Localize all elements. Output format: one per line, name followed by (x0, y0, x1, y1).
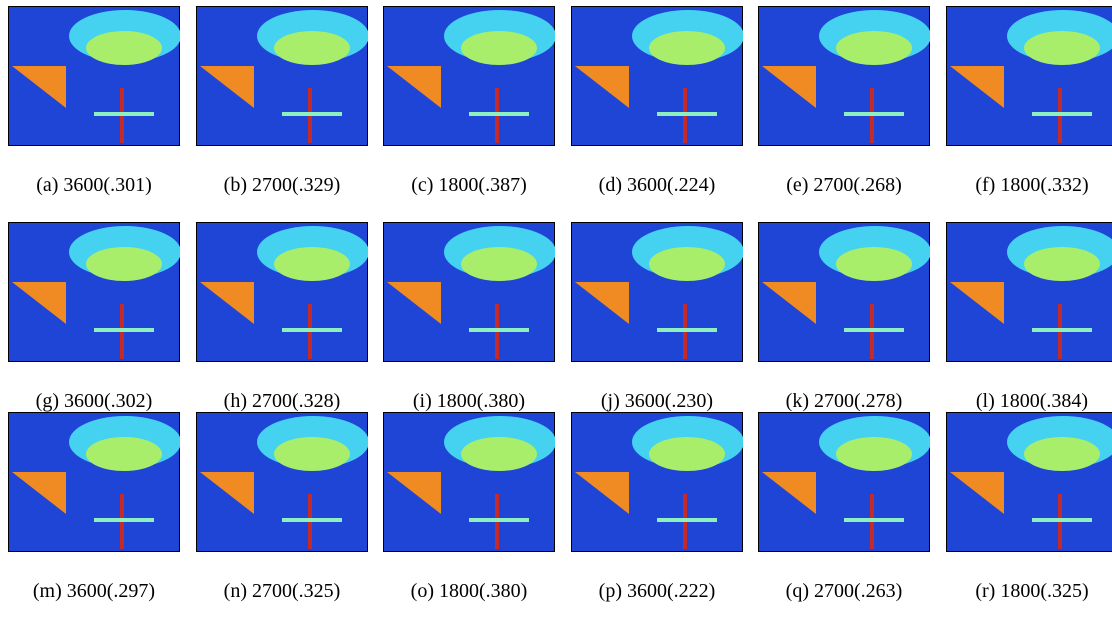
heatmap-image (8, 412, 180, 552)
image (383, 222, 555, 362)
image (196, 6, 368, 146)
panel: (i) 1800(.380) (381, 222, 557, 413)
heatmap-image (946, 6, 1112, 146)
image (383, 412, 555, 552)
caption: (l) 1800(.384) (944, 390, 1112, 413)
panel: (k) 2700(.278) (756, 222, 932, 413)
caption: (b) 2700(.329) (194, 174, 370, 197)
heatmap-image (758, 6, 930, 146)
heatmap-image (758, 222, 930, 362)
caption: (c) 1800(.387) (381, 174, 557, 197)
image (571, 412, 743, 552)
heatmap-image (571, 412, 743, 552)
caption: (r) 1800(.325) (944, 580, 1112, 603)
caption: (k) 2700(.278) (756, 390, 932, 413)
heatmap-image (758, 412, 930, 552)
heatmap-image (946, 222, 1112, 362)
panel: (n) 2700(.325) (194, 412, 370, 603)
heatmap-image (571, 222, 743, 362)
heatmap-image (383, 412, 555, 552)
panel: (f) 1800(.332) (944, 6, 1112, 197)
caption: (o) 1800(.380) (381, 580, 557, 603)
heatmap-image (946, 412, 1112, 552)
image (758, 6, 930, 146)
caption: (e) 2700(.268) (756, 174, 932, 197)
heatmap-image (196, 222, 368, 362)
panel: (g) 3600(.302) (6, 222, 182, 413)
panel: (b) 2700(.329) (194, 6, 370, 197)
caption: (m) 3600(.297) (6, 580, 182, 603)
caption: (p) 3600(.222) (569, 580, 745, 603)
panel: (e) 2700(.268) (756, 6, 932, 197)
image (196, 412, 368, 552)
heatmap-image (571, 6, 743, 146)
image (383, 6, 555, 146)
figure: (a) 3600(.301) (b) 2700(.329) (c) 1800(.38… (0, 0, 1112, 632)
image (8, 222, 180, 362)
panel: (o) 1800(.380) (381, 412, 557, 603)
panel: (d) 3600(.224) (569, 6, 745, 197)
heatmap-image (383, 6, 555, 146)
caption: (a) 3600(.301) (6, 174, 182, 197)
panel: (h) 2700(.328) (194, 222, 370, 413)
caption: (q) 2700(.263) (756, 580, 932, 603)
heatmap-image (8, 222, 180, 362)
caption: (n) 2700(.325) (194, 580, 370, 603)
caption: (f) 1800(.332) (944, 174, 1112, 197)
panel: (j) 3600(.230) (569, 222, 745, 413)
panel: (l) 1800(.384) (944, 222, 1112, 413)
image (758, 412, 930, 552)
image (571, 6, 743, 146)
heatmap-image (196, 412, 368, 552)
panel: (q) 2700(.263) (756, 412, 932, 603)
caption: (d) 3600(.224) (569, 174, 745, 197)
caption: (h) 2700(.328) (194, 390, 370, 413)
image (946, 6, 1112, 146)
heatmap-image (196, 6, 368, 146)
image (196, 222, 368, 362)
image (571, 222, 743, 362)
heatmap-image (383, 222, 555, 362)
panel: (r) 1800(.325) (944, 412, 1112, 603)
heatmap-image (8, 6, 180, 146)
panel: (a) 3600(.301) (6, 6, 182, 197)
image (758, 222, 930, 362)
panel: (m) 3600(.297) (6, 412, 182, 603)
caption: (j) 3600(.230) (569, 390, 745, 413)
panel: (c) 1800(.387) (381, 6, 557, 197)
caption: (g) 3600(.302) (6, 390, 182, 413)
image (8, 6, 180, 146)
image (946, 412, 1112, 552)
caption: (i) 1800(.380) (381, 390, 557, 413)
image (946, 222, 1112, 362)
panel: (p) 3600(.222) (569, 412, 745, 603)
image (8, 412, 180, 552)
